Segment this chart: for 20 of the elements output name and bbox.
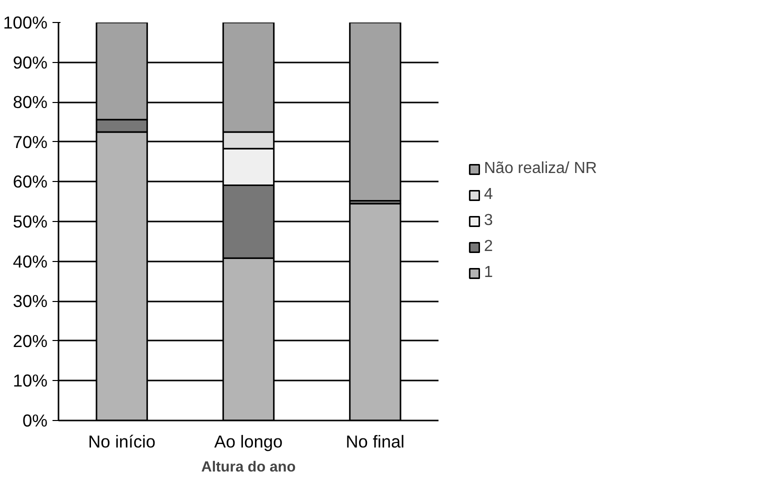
legend-label: Não realiza/ NR (484, 160, 597, 178)
legend-label: 2 (484, 238, 494, 256)
y-tick-label: 100% (3, 12, 48, 32)
x-tick-label: Ao longo (214, 432, 283, 452)
x-tick-label: No final (346, 432, 405, 452)
legend-label: 1 (484, 264, 494, 282)
y-tick-label: 20% (12, 330, 48, 351)
y-tick-label: 90% (12, 52, 48, 72)
x-axis-title: Altura do ano (201, 460, 296, 476)
x-tick-label: No início (88, 432, 156, 452)
y-tick-label: 80% (12, 92, 48, 112)
y-tick-label: 40% (12, 251, 48, 272)
y-tick-label: 0% (22, 410, 48, 430)
y-tick-label: 70% (12, 132, 48, 152)
legend-label: 4 (484, 186, 494, 204)
y-tick-label: 60% (12, 172, 48, 192)
legend-label: 3 (484, 212, 494, 230)
y-tick-label: 30% (12, 291, 48, 312)
y-tick-label: 50% (12, 212, 48, 232)
y-tick-label: 10% (12, 370, 48, 391)
